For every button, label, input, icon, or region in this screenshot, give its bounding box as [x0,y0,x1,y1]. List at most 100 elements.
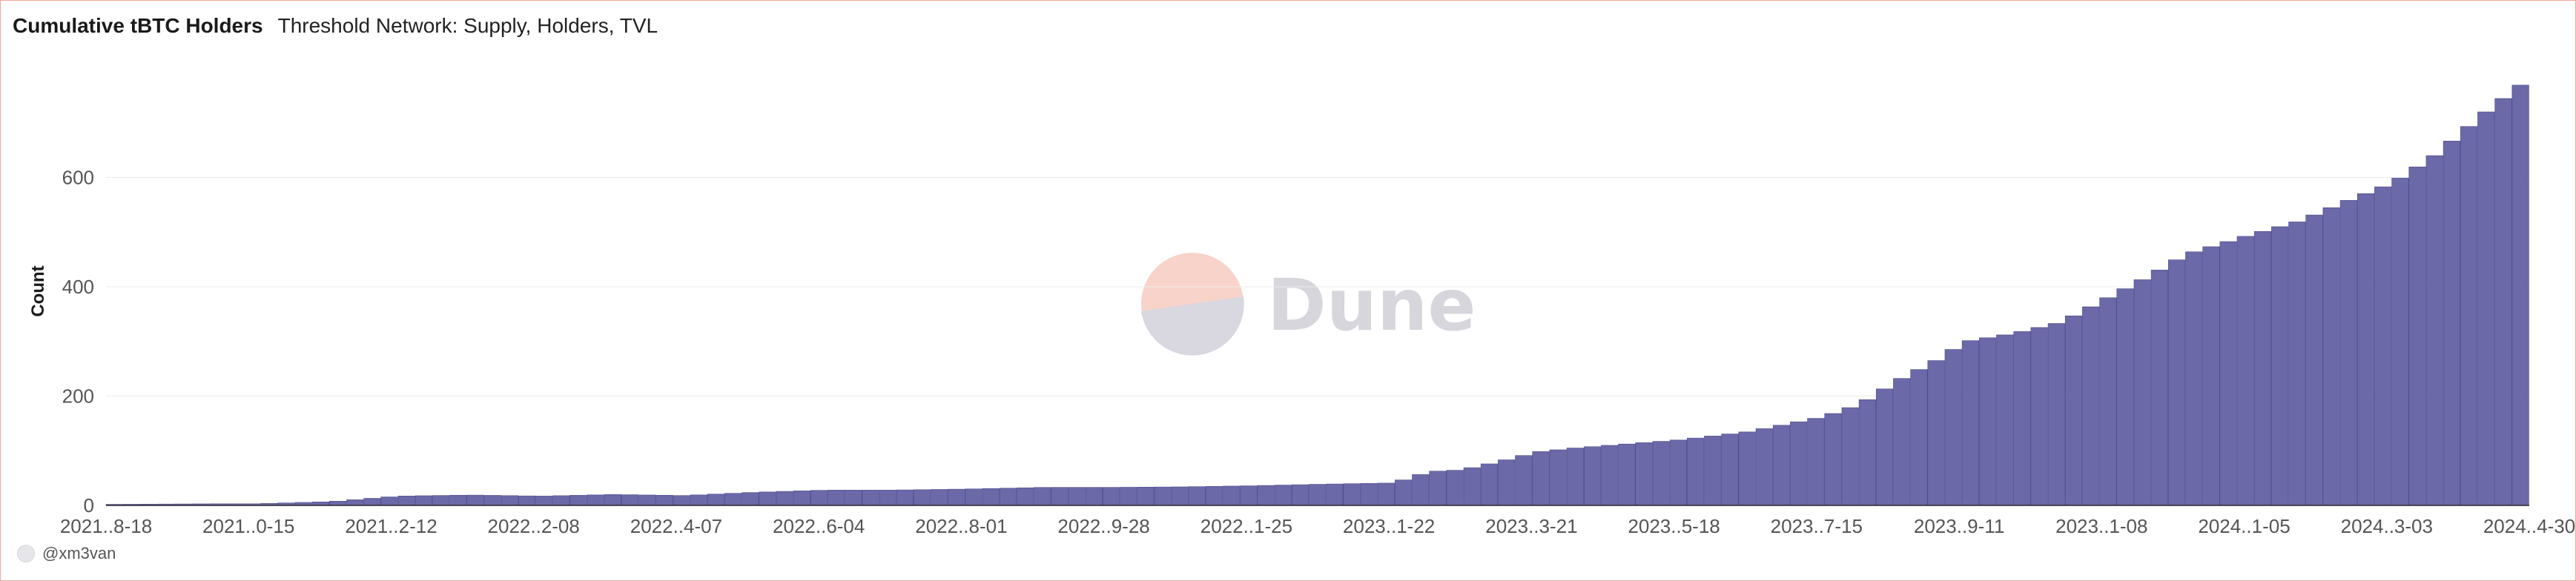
bar[interactable] [655,494,673,506]
bar[interactable] [1068,487,1086,506]
bar[interactable] [2099,297,2117,506]
bar[interactable] [380,497,398,506]
bar[interactable] [1893,378,1911,506]
bar[interactable] [2477,111,2495,506]
bar[interactable] [535,496,553,506]
bar[interactable] [1206,485,1223,506]
bar[interactable] [2167,259,2186,506]
bar[interactable] [2064,315,2083,506]
bar[interactable] [1601,445,1619,506]
bar[interactable] [363,498,381,506]
bar[interactable] [501,495,518,506]
bar[interactable] [1498,459,1516,506]
bar[interactable] [1824,413,1842,506]
bar[interactable] [1652,441,1670,506]
bar[interactable] [2133,279,2151,506]
bar[interactable] [2288,222,2306,506]
bar[interactable] [1360,483,1378,506]
bar[interactable] [1463,467,1481,506]
bar[interactable] [1583,446,1602,506]
bar[interactable] [1429,471,1447,506]
bar[interactable] [1051,487,1069,506]
bar[interactable] [724,493,742,506]
bar[interactable] [1790,421,1808,506]
bar[interactable] [1687,437,1705,506]
bar[interactable] [1807,418,1825,506]
bar[interactable] [346,499,364,506]
bar[interactable] [1120,487,1137,506]
bar[interactable] [1979,337,1997,506]
bar[interactable] [2425,155,2443,506]
bar[interactable] [1961,340,1980,506]
bar[interactable] [569,495,587,506]
bar[interactable] [1738,431,1756,506]
bar[interactable] [2150,270,2168,506]
bar[interactable] [742,492,759,506]
bar[interactable] [1669,439,1688,506]
bar[interactable] [1274,485,1292,506]
bar[interactable] [1910,369,1928,506]
bar[interactable] [828,490,845,506]
bar[interactable] [1755,428,1773,506]
bar[interactable] [2219,241,2237,506]
bar[interactable] [2202,246,2220,506]
bar[interactable] [1875,388,1894,506]
bar[interactable] [1772,425,1791,506]
bar[interactable] [638,494,656,506]
bar[interactable] [1240,485,1258,506]
bar[interactable] [483,495,501,506]
bar[interactable] [328,500,347,506]
bar[interactable] [466,494,484,506]
bar[interactable] [1257,485,1275,506]
bar[interactable] [1034,487,1051,506]
bar[interactable] [690,494,707,506]
bar[interactable] [1017,487,1034,506]
bar[interactable] [2322,207,2340,506]
bar[interactable] [1102,487,1120,506]
bar[interactable] [1412,474,1430,506]
bar[interactable] [2305,214,2323,506]
bar[interactable] [2253,231,2272,506]
bar[interactable] [2357,193,2375,506]
bar[interactable] [2030,327,2048,506]
bar[interactable] [862,490,879,506]
bar[interactable] [1532,451,1550,506]
bar[interactable] [1515,455,1533,506]
bar[interactable] [432,495,450,506]
bar[interactable] [1343,483,1361,506]
bar[interactable] [1618,443,1636,506]
bar[interactable] [604,494,622,506]
bar[interactable] [1223,485,1241,506]
bar[interactable] [1154,486,1172,506]
bar[interactable] [1841,407,1859,506]
bar[interactable] [1326,483,1344,506]
bar[interactable] [2391,178,2409,506]
bar[interactable] [931,489,948,506]
bar[interactable] [2236,236,2254,506]
bar[interactable] [1309,484,1327,506]
bar[interactable] [2185,251,2203,506]
bar[interactable] [1721,434,1739,506]
bar[interactable] [1704,436,1722,506]
bar[interactable] [1480,463,1499,506]
bar[interactable] [2271,226,2289,506]
bar[interactable] [397,496,415,506]
bar[interactable] [2047,323,2065,506]
bar[interactable] [1635,442,1653,506]
bar[interactable] [1085,487,1103,506]
bar[interactable] [1858,399,1876,506]
bar[interactable] [2374,186,2392,506]
bar[interactable] [449,494,467,506]
bar[interactable] [1927,360,1945,506]
bar[interactable] [896,489,914,506]
bar[interactable] [759,491,776,506]
bar[interactable] [845,490,862,506]
bar[interactable] [999,488,1017,506]
author-handle[interactable]: @xm3van [42,544,116,562]
author-footer[interactable]: @xm3van [17,544,116,563]
bar[interactable] [948,488,965,506]
bar[interactable] [1944,349,1962,506]
bar[interactable] [415,495,433,506]
bar[interactable] [2082,306,2100,506]
bar[interactable] [2443,141,2460,506]
